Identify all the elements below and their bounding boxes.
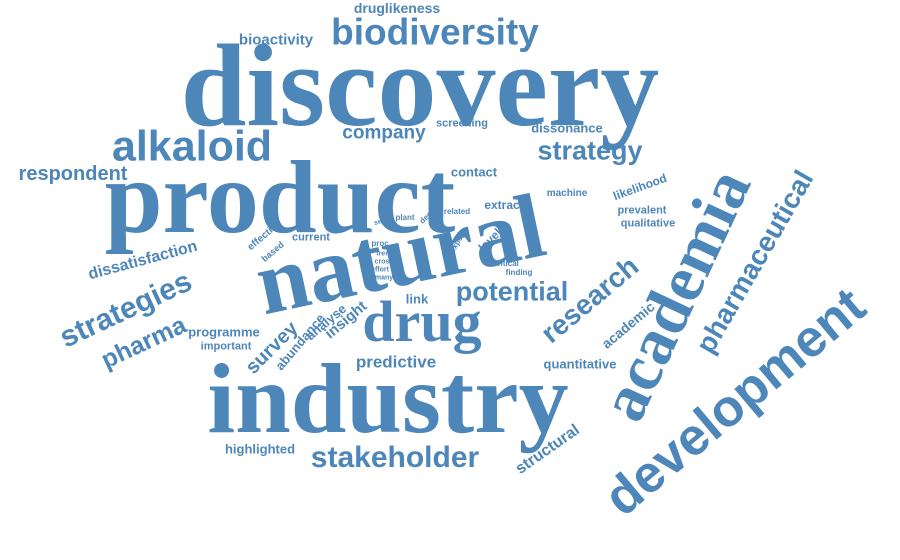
word-prevalent: prevalent	[617, 204, 667, 217]
word-effort: effort	[371, 266, 389, 274]
word-product: product	[104, 140, 456, 255]
word-potential: potential	[455, 276, 569, 307]
word-highlighted: highlighted	[224, 441, 296, 457]
word-proc: proc	[371, 239, 389, 248]
word-programme: programme	[188, 324, 260, 340]
word-respondent: respondent	[18, 163, 128, 185]
word-company: company	[342, 122, 426, 144]
word-contact: contact	[450, 164, 498, 180]
word-trend: trend	[376, 250, 394, 258]
word-biodiversity: biodiversity	[331, 11, 539, 53]
word-plant: plant	[395, 213, 415, 222]
word-related: related	[443, 207, 471, 216]
word-qualitative: qualitative	[620, 217, 676, 230]
word-discovery: discovery	[180, 20, 660, 151]
word-likelihood: likelihood	[611, 170, 669, 204]
word-many: many	[374, 274, 394, 282]
word-strategy: strategy	[537, 135, 643, 166]
word-industry: industry	[207, 343, 569, 454]
word-machine: machine	[546, 188, 588, 199]
word-predictive: predictive	[355, 352, 437, 372]
word-quantitative: quantitative	[543, 356, 617, 372]
word-drug: drug	[362, 289, 482, 354]
word-critical: critical	[493, 259, 519, 268]
word-finding: finding	[505, 268, 533, 277]
word-cross: cross	[374, 258, 394, 266]
word-current: current	[292, 231, 330, 244]
word-screening: screening	[436, 117, 488, 130]
word-bioactivity: bioactivity	[238, 31, 314, 49]
word-druglikeness: druglikeness	[353, 0, 441, 16]
word-alkaloid: alkaloid	[111, 122, 273, 171]
word-dissonance: dissonance	[531, 120, 603, 136]
word-stakeholder: stakeholder	[310, 441, 480, 474]
word-extract: extract	[484, 198, 524, 212]
word-link: link	[405, 291, 429, 307]
word-important: important	[200, 340, 252, 353]
